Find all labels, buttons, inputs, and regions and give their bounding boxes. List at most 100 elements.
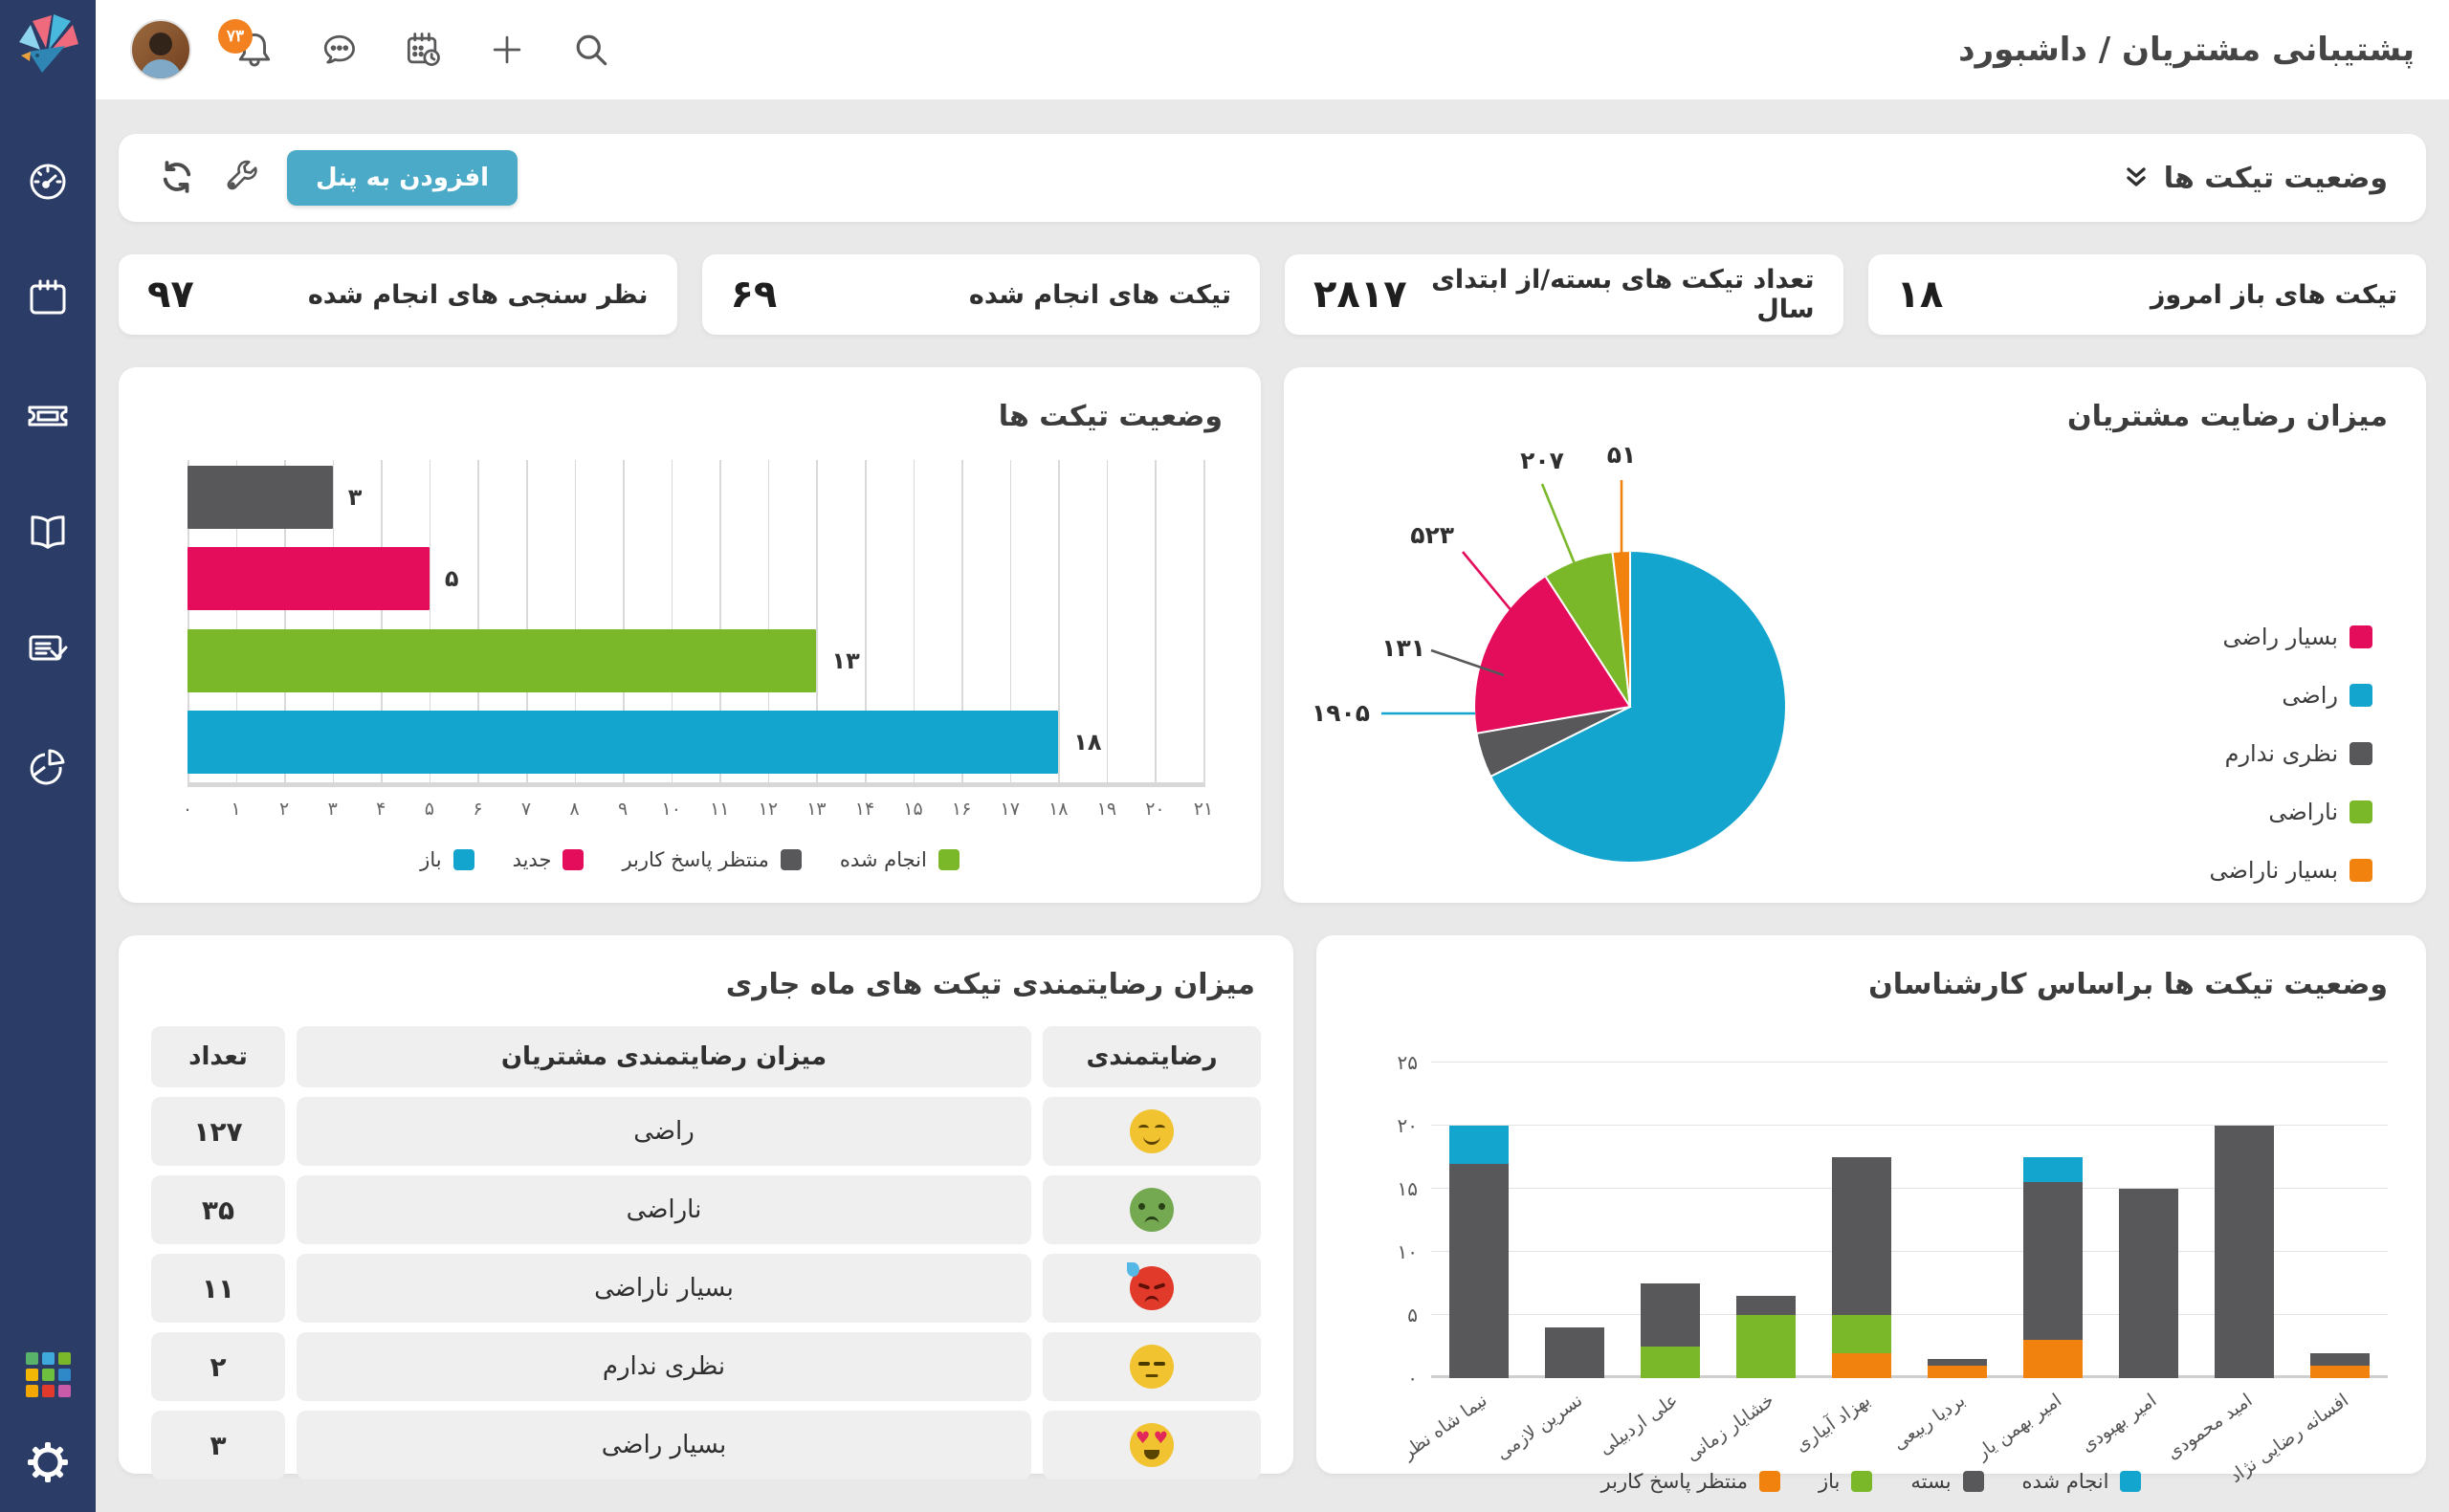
legend-label: راضی (2282, 682, 2338, 709)
sad-green-face-icon (1130, 1188, 1174, 1232)
satisfaction-emoji-cell (1043, 1332, 1261, 1401)
stat-card: تیکت های باز امروز ۱۸ (1867, 254, 2426, 335)
stat-card-value: ۲۸۱۷ (1313, 273, 1407, 317)
satisfaction-label-cell: نظری ندارم (297, 1332, 1031, 1401)
bar-3 (188, 710, 1059, 774)
ticket-status-bar-panel: وضعیت تیکت ها ۳ ۵ ۱۳ ۱۸ ۰ ۱ ۲ ۳ ۴ ۵ ۶ ۷ ۸ ۹ ۱۰ ۱۱ ۱۲ ۱۳ ۱… (119, 367, 1261, 903)
calendar-clock-icon[interactable] (402, 29, 444, 71)
bar-value-label: ۱۸ (1073, 728, 1102, 756)
legend-item: بسیار ناراضی (2210, 857, 2372, 884)
search-icon[interactable] (570, 29, 612, 71)
add-to-panel-button[interactable]: افزودن به پنل (287, 150, 518, 206)
gridline (284, 460, 286, 787)
stacked-segment (2119, 1189, 2178, 1378)
x-tick-label: ۲۱ (1193, 799, 1214, 820)
sidebar-item-tickets[interactable] (23, 390, 73, 440)
legend-label: منتظر پاسخ کاربر (1600, 1470, 1748, 1493)
x-category-label: بهزاد آبیاری (1790, 1390, 1874, 1457)
bar-2 (188, 628, 817, 692)
bar-value-label: ۳ (347, 484, 363, 511)
x-category-label: نسرین لازمی (1492, 1390, 1587, 1464)
gridline (1009, 460, 1012, 787)
pie-leader-line (1461, 551, 1524, 625)
pie-legend: بسیار راضی راضی نظری ندارم ناراضی بسیار نارا… (2210, 624, 2372, 884)
x-tick-label: ۱۴ (854, 799, 875, 820)
heart-eye-icon: ♥ (1153, 1429, 1168, 1448)
face-eye (1153, 1282, 1166, 1290)
refresh-icon[interactable] (157, 157, 197, 200)
x-tick-label: ۱۳ (806, 799, 827, 820)
face-mouth (1143, 1136, 1160, 1145)
legend-label: انجام شده (839, 848, 927, 871)
sweat-drop-icon (1127, 1262, 1139, 1277)
top-header: پشتیبانی مشتریان / داشبورد (96, 0, 2449, 99)
sidebar-item-calendar[interactable] (23, 274, 73, 323)
y-tick-label: ۰ (1407, 1367, 1418, 1390)
bar-row: ۱۳ (188, 628, 1203, 692)
legend-swatch-icon (2350, 742, 2372, 765)
pie-value-label: ۵۱ (1607, 441, 1637, 469)
x-category-label: امیر بهمن یار (1972, 1390, 2065, 1464)
legend-item: انجام شده (2022, 1470, 2142, 1493)
pie-value-label: ۱۳۱ (1381, 634, 1425, 662)
chat-icon[interactable] (318, 29, 360, 71)
x-tick-label: ۱۶ (951, 799, 972, 820)
legend-swatch-icon (2350, 684, 2372, 707)
stat-card-value: ۹۷ (147, 273, 194, 317)
sidebar-item-knowledge-base[interactable] (23, 507, 73, 557)
x-tick-label: ۷ (520, 799, 532, 820)
table-header-cell: میزان رضایتمندی مشتریان (297, 1026, 1031, 1087)
face-eye (1138, 1362, 1150, 1366)
sidebar-item-surveys[interactable] (23, 624, 73, 673)
ticket-icon (28, 405, 68, 427)
legend-label: بسته (1910, 1470, 1952, 1493)
y-tick-label: ۱۰ (1397, 1240, 1418, 1263)
settings-wrench-icon[interactable] (222, 157, 262, 200)
table-header-cell: تعداد (151, 1026, 285, 1087)
toolbar-actions: افزودن به پنل (157, 150, 518, 206)
sidebar-item-dashboard[interactable] (23, 157, 73, 207)
stacked-segment (2023, 1157, 2083, 1183)
legend-label: باز (1818, 1470, 1841, 1493)
avatar-silhouette (149, 33, 172, 55)
x-tick-label: ۲ (279, 799, 290, 820)
face-eye (1138, 1125, 1149, 1131)
widget-title-group: وضعیت تیکت ها (2124, 162, 2388, 195)
face-eye (1155, 1125, 1165, 1131)
add-icon[interactable] (486, 29, 528, 71)
legend-swatch-icon (1758, 1471, 1780, 1492)
notifications-bell-icon[interactable]: ۷۳ (218, 19, 276, 71)
sidebar-item-reports[interactable] (23, 740, 73, 790)
gridline (671, 460, 673, 787)
bar-row: ۵ (188, 547, 1203, 611)
apps-grid-icon[interactable] (25, 1352, 71, 1397)
legend-item: منتظر پاسخ کاربر (1601, 1470, 1780, 1493)
gridline (477, 460, 479, 787)
stacked-segment (1545, 1327, 1604, 1378)
stat-card-value: ۱۸ (1896, 273, 1944, 317)
count-cell: ۱۲۷ (151, 1097, 285, 1166)
legend-swatch-icon (780, 849, 802, 870)
x-category-label: امیر بهبودی (2077, 1390, 2161, 1457)
chevron-double-down-icon[interactable] (2124, 165, 2149, 190)
legend-swatch-icon (2350, 859, 2372, 882)
x-tick-label: ۰ (182, 799, 193, 820)
settings-gear-icon[interactable] (23, 1437, 73, 1487)
user-avatar[interactable] (130, 19, 191, 80)
legend-swatch-icon (2350, 800, 2372, 823)
gridline (235, 460, 238, 787)
count-cell: ۳۵ (151, 1175, 285, 1244)
pie-value-label: ۲۰۷ (1520, 447, 1564, 474)
pie-value-label: ۵۲۳ (1410, 521, 1454, 549)
stacked-segment (1736, 1296, 1796, 1315)
legend-label: بسیار راضی (2222, 624, 2338, 650)
gridline (332, 460, 335, 787)
face-mouth (1144, 1450, 1159, 1459)
bar-rows: ۳ ۵ ۱۳ ۱۸ (188, 466, 1203, 774)
x-category-label: علی اردبیلی (1595, 1390, 1683, 1459)
face-eye (1158, 1203, 1165, 1210)
stacked-bar-column (1928, 1063, 1987, 1378)
satisfaction-label-cell: ناراضی (297, 1175, 1031, 1244)
face-eye (1137, 1282, 1151, 1290)
pie-value-label: ۱۹۰۵ (1312, 699, 1370, 727)
